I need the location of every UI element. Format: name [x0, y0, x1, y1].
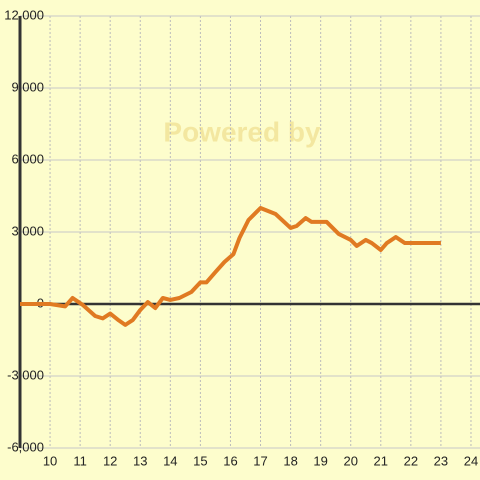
x-tick-label: 15	[193, 453, 207, 468]
y-tick-label: 3,000	[11, 223, 44, 238]
x-tick-label: 24	[464, 453, 478, 468]
x-tick-label: 12	[103, 453, 117, 468]
x-tick-label: 20	[343, 453, 357, 468]
x-tick-label: 19	[313, 453, 327, 468]
x-tick-label: 13	[133, 453, 147, 468]
x-tick-label: 23	[434, 453, 448, 468]
x-tick-label: 10	[43, 453, 57, 468]
y-tick-label: -3,000	[7, 367, 44, 382]
watermark: Powered by	[163, 116, 321, 147]
x-tick-label: 14	[163, 453, 177, 468]
x-tick-label: 11	[73, 453, 87, 468]
x-tick-label: 16	[223, 453, 237, 468]
x-tick-label: 18	[283, 453, 297, 468]
y-tick-label: 9,000	[11, 79, 44, 94]
y-tick-label: 12,000	[4, 7, 44, 22]
x-tick-label: 17	[253, 453, 267, 468]
x-tick-label: 22	[404, 453, 418, 468]
y-tick-label: 6,000	[11, 151, 44, 166]
x-tick-label: 21	[374, 453, 388, 468]
line	[20, 206, 441, 327]
y-tick-label: -6,000	[7, 439, 44, 454]
